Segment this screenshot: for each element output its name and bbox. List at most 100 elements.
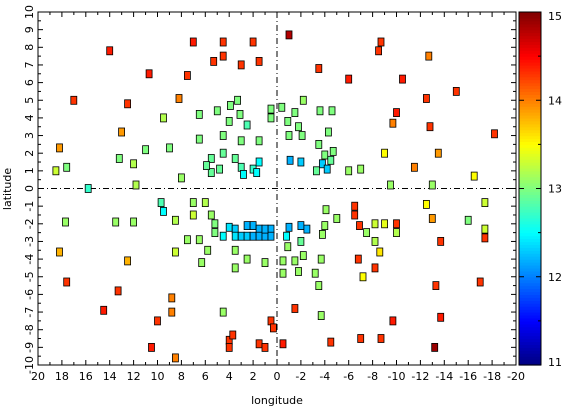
y-tick-label: 7 bbox=[23, 61, 36, 68]
data-point bbox=[291, 304, 299, 313]
colorbar-segment bbox=[519, 276, 541, 281]
data-point bbox=[371, 263, 379, 273]
data-point bbox=[237, 231, 245, 241]
colorbar-segment bbox=[519, 67, 541, 72]
data-point bbox=[84, 184, 92, 193]
x-tick-label: -2 bbox=[295, 370, 306, 383]
data-point bbox=[157, 198, 165, 208]
colorbar-tick-label: 13 bbox=[548, 183, 562, 196]
data-point bbox=[229, 330, 237, 340]
data-point bbox=[213, 106, 221, 116]
colorbar-segment bbox=[519, 141, 541, 145]
data-point bbox=[166, 143, 173, 153]
data-point bbox=[285, 222, 293, 232]
data-point bbox=[356, 221, 363, 231]
x-tick-label: -20 bbox=[507, 370, 525, 383]
data-point bbox=[299, 95, 307, 105]
colorbar-segment bbox=[519, 106, 541, 110]
data-point bbox=[354, 254, 362, 264]
y-tick-label: -7 bbox=[23, 307, 36, 318]
colorbar-segment bbox=[519, 335, 541, 340]
x-axis-label: longitude bbox=[251, 394, 303, 407]
data-point bbox=[234, 95, 242, 105]
data-point bbox=[297, 157, 305, 167]
colorbar-segment bbox=[519, 226, 541, 231]
data-point bbox=[225, 117, 233, 126]
data-point bbox=[464, 215, 472, 225]
data-point bbox=[130, 159, 138, 169]
data-point bbox=[491, 129, 498, 139]
data-point bbox=[297, 236, 305, 246]
colorbar-segment bbox=[519, 38, 541, 43]
y-tick-label: 4 bbox=[23, 114, 36, 121]
data-point bbox=[410, 162, 418, 172]
data-point bbox=[279, 268, 287, 278]
data-point bbox=[311, 268, 319, 278]
colorbar-segment bbox=[519, 138, 541, 143]
data-point bbox=[132, 180, 140, 190]
data-point bbox=[295, 122, 302, 132]
colorbar-segment bbox=[519, 212, 541, 216]
data-point bbox=[371, 219, 379, 229]
data-point bbox=[393, 228, 400, 238]
colorbar-segment bbox=[519, 262, 541, 266]
colorbar-segment bbox=[519, 32, 541, 37]
x-tick-label: 0 bbox=[274, 370, 281, 383]
data-point bbox=[267, 231, 275, 241]
x-tick-label: 2 bbox=[250, 370, 257, 383]
colorbar-segment bbox=[519, 173, 541, 178]
colorbar-segment bbox=[519, 109, 541, 113]
y-axis-label: latitude bbox=[1, 168, 14, 210]
x-tick-label: -6 bbox=[343, 370, 354, 383]
colorbar-segment bbox=[519, 223, 541, 228]
colorbar-segment bbox=[519, 264, 541, 269]
data-point bbox=[255, 339, 263, 349]
data-point bbox=[160, 113, 167, 123]
colorbar-segment bbox=[519, 73, 541, 78]
data-point bbox=[204, 245, 212, 255]
data-point bbox=[168, 307, 176, 317]
x-tick-label: 18 bbox=[55, 370, 69, 383]
colorbar-segment bbox=[519, 53, 541, 57]
data-point bbox=[124, 256, 131, 266]
data-point bbox=[198, 258, 206, 268]
data-point bbox=[114, 286, 122, 296]
data-point bbox=[195, 110, 203, 119]
colorbar-segment bbox=[519, 64, 541, 69]
colorbar-segment bbox=[519, 250, 541, 254]
colorbar-segment bbox=[519, 188, 541, 193]
data-point bbox=[322, 205, 330, 215]
data-point bbox=[195, 134, 203, 144]
colorbar-tick-label: 14 bbox=[548, 94, 562, 107]
colorbar-segment bbox=[519, 147, 541, 151]
colorbar-segment bbox=[519, 238, 541, 243]
data-point bbox=[171, 247, 179, 257]
y-tick-label: -8 bbox=[23, 324, 36, 335]
data-point bbox=[210, 57, 218, 66]
data-point bbox=[428, 180, 436, 190]
data-point bbox=[130, 217, 138, 227]
colorbar-segment bbox=[519, 88, 541, 93]
data-point bbox=[323, 164, 331, 174]
colorbar-segment bbox=[519, 150, 541, 154]
data-point bbox=[148, 342, 155, 352]
data-point bbox=[211, 219, 219, 229]
colorbar-segment bbox=[519, 26, 541, 31]
colorbar-segment bbox=[519, 323, 541, 328]
data-point bbox=[267, 113, 275, 123]
y-tick-label: 2 bbox=[23, 150, 36, 157]
data-point bbox=[387, 180, 394, 190]
colorbar-segment bbox=[519, 267, 541, 272]
colorbar-segment bbox=[519, 353, 541, 357]
data-point bbox=[219, 307, 227, 317]
colorbar-segment bbox=[519, 117, 541, 122]
data-point bbox=[255, 157, 263, 167]
data-point bbox=[177, 173, 185, 183]
colorbar-segment bbox=[519, 200, 541, 204]
data-point bbox=[363, 228, 371, 238]
data-point bbox=[203, 161, 210, 171]
data-point bbox=[422, 94, 430, 103]
colorbar-segment bbox=[519, 338, 541, 343]
data-point bbox=[207, 210, 215, 220]
colorbar-segment bbox=[519, 179, 541, 184]
